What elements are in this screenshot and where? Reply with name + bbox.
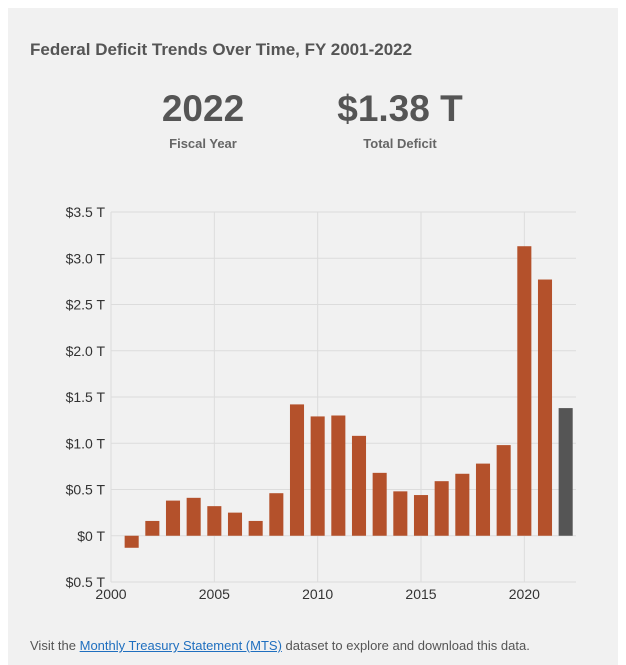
bar bbox=[351, 435, 367, 536]
bar bbox=[269, 493, 284, 536]
bar bbox=[537, 279, 553, 536]
bar bbox=[227, 512, 243, 536]
bar bbox=[165, 500, 181, 536]
fiscal-year-kpi: 2022 Fiscal Year bbox=[148, 88, 258, 151]
y-tick-label: $0.5 T bbox=[66, 574, 106, 590]
footer-prefix: Visit the bbox=[30, 638, 80, 653]
chart-card: Federal Deficit Trends Over Time, FY 200… bbox=[8, 8, 618, 665]
bar bbox=[289, 404, 305, 536]
bar bbox=[475, 463, 491, 536]
total-deficit-label: Total Deficit bbox=[363, 136, 437, 151]
mts-dataset-link[interactable]: Monthly Treasury Statement (MTS) bbox=[79, 638, 282, 653]
total-deficit-kpi: $1.38 T Total Deficit bbox=[330, 88, 470, 151]
y-tick-label: $3.5 T bbox=[66, 204, 106, 220]
bar bbox=[372, 472, 387, 536]
y-tick-label: $2.0 T bbox=[66, 343, 106, 359]
bar bbox=[186, 497, 201, 536]
y-tick-label: $1.0 T bbox=[66, 435, 106, 451]
y-tick-label: $0.5 T bbox=[66, 482, 106, 498]
bar bbox=[517, 246, 532, 536]
fiscal-year-value: 2022 bbox=[161, 88, 245, 129]
bar bbox=[496, 445, 511, 536]
chart-title: Federal Deficit Trends Over Time, FY 200… bbox=[30, 40, 413, 59]
bar bbox=[331, 415, 346, 536]
bar bbox=[393, 491, 408, 536]
y-tick-label: $1.5 T bbox=[66, 389, 106, 405]
deficit-bar-chart: $0.5 T $0 T $0.5 T $1.0 T $1.5 T $2.0 T $2.5 T… bbox=[66, 204, 576, 602]
x-tick-label: 2000 bbox=[95, 586, 126, 602]
bar bbox=[124, 535, 139, 548]
y-tick-label: $3.0 T bbox=[66, 250, 106, 266]
total-deficit-value: $1.38 T bbox=[337, 88, 463, 129]
bar bbox=[413, 495, 429, 536]
y-tick-label: $0 T bbox=[77, 528, 105, 544]
x-tick-label: 2020 bbox=[509, 586, 540, 602]
bar bbox=[248, 520, 263, 536]
footer-note: Visit the Monthly Treasury Statement (MT… bbox=[30, 638, 530, 653]
highlighted-bar bbox=[558, 408, 573, 536]
footer-suffix: dataset to explore and download this dat… bbox=[281, 638, 530, 653]
x-tick-label: 2010 bbox=[302, 586, 333, 602]
bar bbox=[455, 473, 470, 536]
x-tick-label: 2015 bbox=[405, 586, 436, 602]
bar bbox=[310, 416, 325, 536]
y-tick-label: $2.5 T bbox=[66, 297, 106, 313]
bar bbox=[434, 481, 449, 536]
bar bbox=[207, 506, 222, 536]
x-tick-label: 2005 bbox=[199, 586, 230, 602]
fiscal-year-label: Fiscal Year bbox=[169, 136, 237, 151]
bar bbox=[145, 520, 160, 536]
